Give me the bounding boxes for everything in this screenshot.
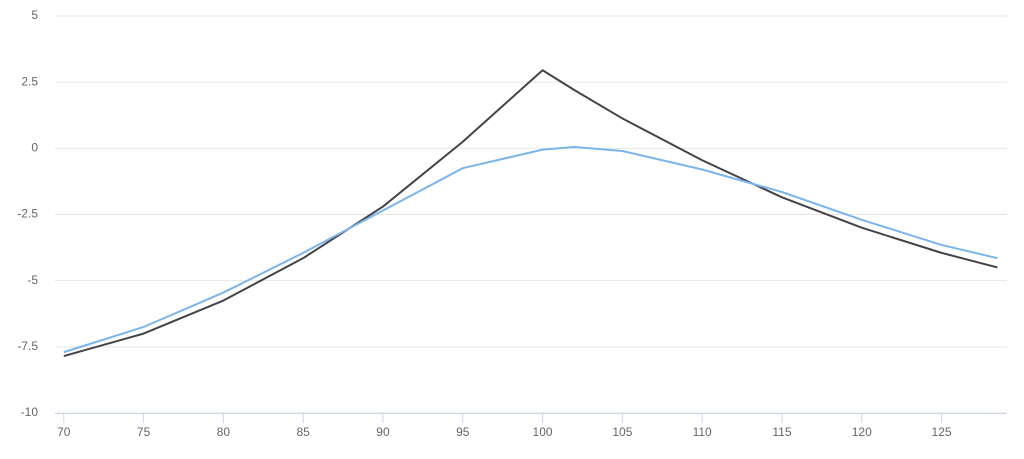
y-tick-label: -10 xyxy=(21,405,39,419)
x-tick-label: 115 xyxy=(772,425,791,439)
x-tick-label: 80 xyxy=(217,425,231,439)
series-line xyxy=(63,146,998,354)
y-tick-label: 5 xyxy=(31,8,38,22)
y-tick-label: -7.5 xyxy=(17,339,38,353)
x-tick-label: 125 xyxy=(932,425,952,439)
x-tick-label: 105 xyxy=(612,425,632,439)
x-tick-label: 120 xyxy=(852,425,872,439)
x-tick-label: 110 xyxy=(693,425,712,439)
x-tick-label: 70 xyxy=(57,425,71,439)
y-tick-label: 0 xyxy=(31,141,38,155)
y-tick-label: 2.5 xyxy=(21,74,38,88)
x-tick-label: 100 xyxy=(533,425,553,439)
x-tick-label: 95 xyxy=(456,425,470,439)
x-tick-label: 75 xyxy=(137,425,151,439)
series-line xyxy=(63,69,998,358)
y-tick-label: -2.5 xyxy=(17,207,38,221)
x-tick-label: 85 xyxy=(296,425,310,439)
x-tick-label: 90 xyxy=(376,425,390,439)
y-tick-label: -5 xyxy=(27,273,38,287)
